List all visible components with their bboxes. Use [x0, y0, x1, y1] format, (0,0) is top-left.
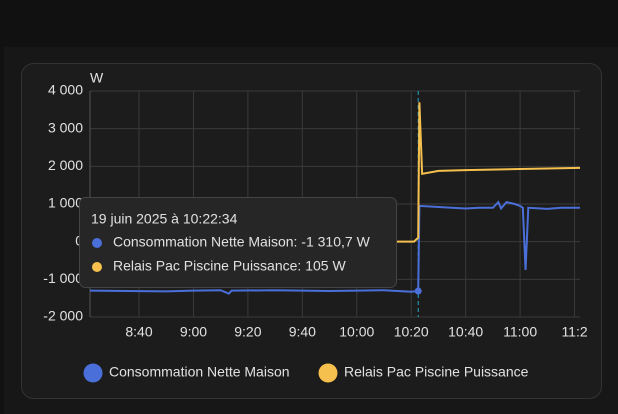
- x-tick-label: 9:40: [289, 324, 316, 340]
- tooltip-box: [79, 197, 397, 288]
- hover-point: [414, 287, 422, 295]
- tooltip-item: Consommation Nette Maison: -1 310,7 W: [113, 234, 371, 250]
- legend-label[interactable]: Consommation Nette Maison: [109, 364, 290, 380]
- x-tick-label: 9:20: [234, 324, 261, 340]
- tooltip-dot: [92, 262, 102, 272]
- x-tick-label: 9:00: [180, 324, 207, 340]
- legend-swatch[interactable]: [318, 363, 338, 383]
- x-tick-label: 10:40: [448, 324, 483, 340]
- top-bar: [0, 0, 618, 47]
- x-tick-label: 11:00: [503, 324, 537, 340]
- x-tick-label: 11:2: [561, 324, 587, 340]
- tooltip-item: Relais Pac Piscine Puissance: 105 W: [113, 258, 346, 274]
- y-tick-label: 3 000: [48, 119, 83, 135]
- x-tick-label: 10:00: [339, 324, 374, 340]
- x-tick-label: 10:20: [394, 324, 429, 340]
- x-tick-label: 8:40: [125, 324, 152, 340]
- tooltip: 19 juin 2025 à 10:22:34 Consommation Nett…: [79, 197, 397, 288]
- y-tick-label: -2 000: [43, 308, 83, 324]
- y-tick-label: 4 000: [48, 82, 83, 98]
- y-tick-label: -1 000: [43, 270, 83, 286]
- tooltip-title: 19 juin 2025 à 10:22:34: [91, 211, 238, 227]
- y-axis-unit: W: [90, 70, 104, 86]
- y-tick-label: 2 000: [48, 157, 83, 173]
- series-line: [90, 200, 580, 295]
- legend: Consommation Nette Maison Relais Pac Pisc…: [83, 363, 529, 383]
- y-tick-label: 1 000: [48, 195, 83, 211]
- tooltip-dot: [92, 238, 102, 248]
- legend-swatch[interactable]: [83, 363, 103, 383]
- legend-label[interactable]: Relais Pac Piscine Puissance: [344, 364, 529, 380]
